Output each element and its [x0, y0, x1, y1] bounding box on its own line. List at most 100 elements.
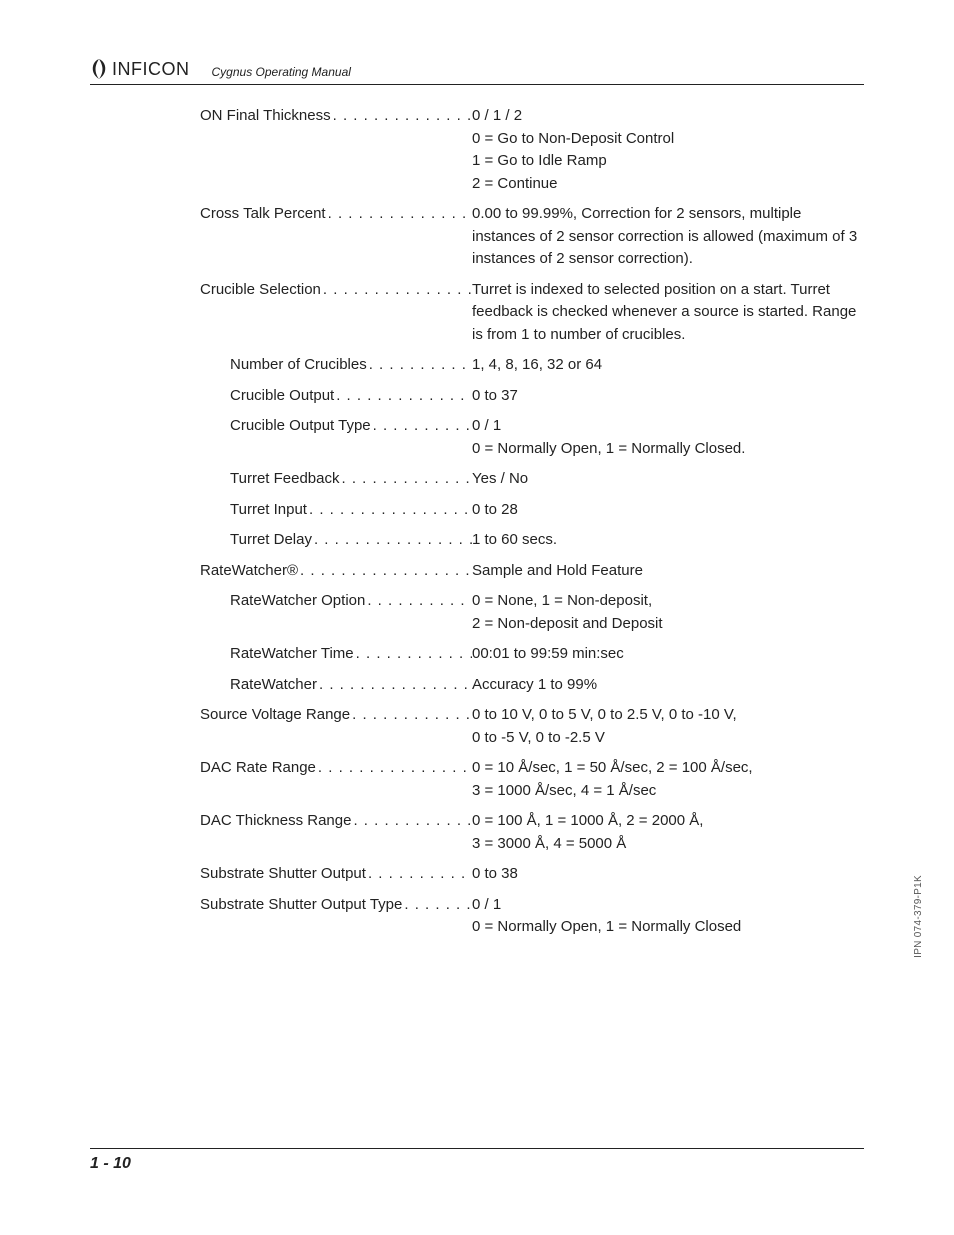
- param-entry: Crucible Output Type 0 / 10 = Normally Op…: [230, 415, 864, 460]
- param-value: 0 / 1 / 20 = Go to Non-Deposit Control1 …: [472, 105, 864, 195]
- param-value-line: 0.00 to 99.99%, Correction for 2 sensors…: [472, 203, 864, 271]
- param-value-line: 0 = 100 Å, 1 = 1000 Å, 2 = 2000 Å,: [472, 810, 864, 833]
- param-label: Substrate Shutter Output: [200, 863, 366, 886]
- param-label: RateWatcher: [230, 674, 317, 697]
- leader-dots: [307, 499, 472, 522]
- param-entry: Substrate Shutter Output Type 0 / 10 = No…: [200, 894, 864, 939]
- page: INFICON Cygnus Operating Manual ON Final…: [0, 0, 954, 1235]
- param-label-wrap: Turret Delay: [230, 529, 472, 552]
- param-value-line: Turret is indexed to selected position o…: [472, 279, 864, 347]
- param-value-line: 0 to 28: [472, 499, 864, 522]
- leader-dots: [326, 203, 472, 226]
- param-entry: RateWatcher Option 0 = None, 1 = Non-depo…: [230, 590, 864, 635]
- param-label-wrap: RateWatcher Option: [230, 590, 472, 635]
- leader-dots: [354, 643, 472, 666]
- footer-rule: [90, 1148, 864, 1149]
- leader-dots: [365, 590, 472, 613]
- param-label-wrap: Crucible Selection: [200, 279, 472, 347]
- leader-dots: [321, 279, 472, 302]
- param-label: Turret Input: [230, 499, 307, 522]
- param-label-wrap: RateWatcher: [230, 674, 472, 697]
- param-value-line: 0 = Normally Open, 1 = Normally Closed.: [472, 438, 864, 461]
- param-label-wrap: RateWatcher®: [200, 560, 472, 583]
- param-label-wrap: ON Final Thickness: [200, 105, 472, 195]
- leader-dots: [317, 674, 472, 697]
- param-label-wrap: Source Voltage Range: [200, 704, 472, 749]
- param-label: Number of Crucibles: [230, 354, 367, 377]
- param-value: 0.00 to 99.99%, Correction for 2 sensors…: [472, 203, 864, 271]
- param-value-line: 3 = 1000 Å/sec, 4 = 1 Å/sec: [472, 780, 864, 803]
- param-entry: Crucible Output 0 to 37: [230, 385, 864, 408]
- param-value-line: 0 = 10 Å/sec, 1 = 50 Å/sec, 2 = 100 Å/se…: [472, 757, 864, 780]
- manual-title: Cygnus Operating Manual: [212, 65, 351, 80]
- param-label-wrap: DAC Thickness Range: [200, 810, 472, 855]
- param-entry: DAC Thickness Range 0 = 100 Å, 1 = 1000 Å…: [200, 810, 864, 855]
- leader-dots: [351, 810, 472, 833]
- param-label-wrap: Cross Talk Percent: [200, 203, 472, 271]
- param-value: 0 / 10 = Normally Open, 1 = Normally Clo…: [472, 894, 864, 939]
- param-entry: Turret FeedbackYes / No: [230, 468, 864, 491]
- param-label-wrap: Substrate Shutter Output: [200, 863, 472, 886]
- param-value-line: 1 to 60 secs.: [472, 529, 864, 552]
- param-label-wrap: RateWatcher Time: [230, 643, 472, 666]
- param-label-wrap: Crucible Output: [230, 385, 472, 408]
- param-label: RateWatcher®: [200, 560, 298, 583]
- param-value-line: 0 = Go to Non-Deposit Control: [472, 128, 864, 151]
- param-entry: ON Final Thickness0 / 1 / 20 = Go to Non…: [200, 105, 864, 195]
- page-number: 1 - 10: [90, 1155, 864, 1173]
- leader-dots: [350, 704, 472, 727]
- leader-dots: [366, 863, 472, 886]
- param-value-line: Sample and Hold Feature: [472, 560, 864, 583]
- param-label: Crucible Output: [230, 385, 334, 408]
- param-value: 0 to 28: [472, 499, 864, 522]
- param-label: RateWatcher Option: [230, 590, 365, 613]
- param-value-line: 2 = Non-deposit and Deposit: [472, 613, 864, 636]
- param-value-line: 0 / 1: [472, 894, 864, 917]
- param-label-wrap: DAC Rate Range: [200, 757, 472, 802]
- param-value: 0 to 10 V, 0 to 5 V, 0 to 2.5 V, 0 to -1…: [472, 704, 864, 749]
- param-label: DAC Thickness Range: [200, 810, 351, 833]
- param-entry: Turret Delay1 to 60 secs.: [230, 529, 864, 552]
- param-value: 00:01 to 99:59 min:sec: [472, 643, 864, 666]
- param-value-line: 0 / 1: [472, 415, 864, 438]
- leader-dots: [312, 529, 472, 552]
- param-value-line: Yes / No: [472, 468, 864, 491]
- leader-dots: [316, 757, 472, 780]
- param-value-line: 2 = Continue: [472, 173, 864, 196]
- param-label: Crucible Output Type: [230, 415, 371, 438]
- param-entry: RateWatcher Accuracy 1 to 99%: [230, 674, 864, 697]
- param-value: 0 = None, 1 = Non-deposit,2 = Non-deposi…: [472, 590, 864, 635]
- leader-dots: [367, 354, 472, 377]
- param-value: 1 to 60 secs.: [472, 529, 864, 552]
- header-rule: [90, 84, 864, 85]
- param-entry: Turret Input 0 to 28: [230, 499, 864, 522]
- param-value-line: 0 = None, 1 = Non-deposit,: [472, 590, 864, 613]
- page-footer: 1 - 10: [90, 1148, 864, 1173]
- param-value-line: 3 = 3000 Å, 4 = 5000 Å: [472, 833, 864, 856]
- param-value: Sample and Hold Feature: [472, 560, 864, 583]
- param-label: Cross Talk Percent: [200, 203, 326, 226]
- param-label-wrap: Turret Feedback: [230, 468, 472, 491]
- param-value-line: 00:01 to 99:59 min:sec: [472, 643, 864, 666]
- param-label-wrap: Substrate Shutter Output Type: [200, 894, 472, 939]
- param-value-line: 0 = Normally Open, 1 = Normally Closed: [472, 916, 864, 939]
- param-value-line: 0 to -5 V, 0 to -2.5 V: [472, 727, 864, 750]
- param-value-line: 1, 4, 8, 16, 32 or 64: [472, 354, 864, 377]
- leader-dots: [298, 560, 472, 583]
- page-header: INFICON Cygnus Operating Manual: [90, 58, 864, 80]
- param-value: 0 to 37: [472, 385, 864, 408]
- leader-dots: [402, 894, 472, 917]
- param-value-line: Accuracy 1 to 99%: [472, 674, 864, 697]
- param-value: 0 / 10 = Normally Open, 1 = Normally Clo…: [472, 415, 864, 460]
- param-entry: Crucible Selection Turret is indexed to s…: [200, 279, 864, 347]
- param-value-line: 1 = Go to Idle Ramp: [472, 150, 864, 173]
- param-label: Crucible Selection: [200, 279, 321, 302]
- param-label: Substrate Shutter Output Type: [200, 894, 402, 917]
- param-entry: RateWatcher Time00:01 to 99:59 min:sec: [230, 643, 864, 666]
- param-entry: Cross Talk Percent 0.00 to 99.99%, Correc…: [200, 203, 864, 271]
- param-value-line: 0 to 37: [472, 385, 864, 408]
- param-value: 0 = 100 Å, 1 = 1000 Å, 2 = 2000 Å,3 = 30…: [472, 810, 864, 855]
- leader-dots: [371, 415, 472, 438]
- param-value: 1, 4, 8, 16, 32 or 64: [472, 354, 864, 377]
- param-value: Yes / No: [472, 468, 864, 491]
